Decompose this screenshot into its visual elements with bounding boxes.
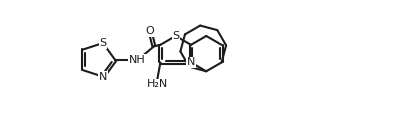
Text: NH: NH	[129, 55, 145, 65]
Text: N: N	[99, 72, 107, 82]
Text: H₂N: H₂N	[147, 79, 168, 90]
Text: N: N	[187, 57, 195, 67]
Text: S: S	[172, 31, 179, 41]
Text: O: O	[146, 26, 154, 36]
Text: S: S	[99, 38, 107, 48]
